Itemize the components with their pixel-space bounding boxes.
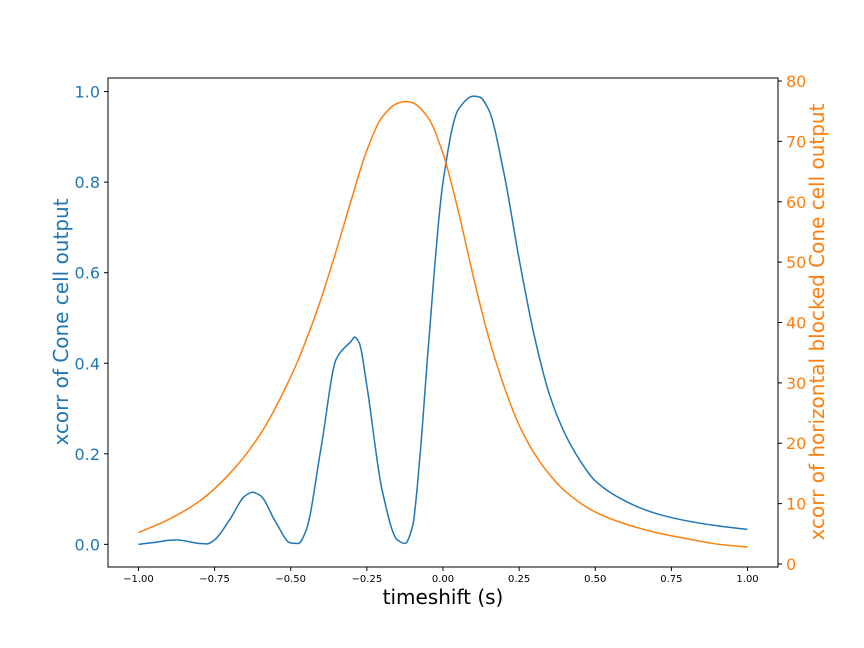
right-y-tick-label: 0	[786, 555, 796, 574]
x-tick-label: −0.75	[199, 574, 230, 585]
plot-lines	[138, 95, 748, 548]
right-y-tick-label: 40	[786, 314, 806, 333]
right-y-axis-title: xcorr of horizontal blocked Cone cell ou…	[805, 103, 829, 540]
left-y-tick-label: 0.6	[75, 264, 100, 283]
left-y-tick-label: 0.0	[75, 535, 100, 554]
series-line-horizontal-blocked	[138, 100, 748, 548]
x-axis-title: timeshift (s)	[383, 585, 504, 609]
left-y-tick-label: 1.0	[75, 83, 100, 102]
x-axis-ticks: −1.00 −0.75 −0.50 −0.25 0.00 0.25 0.50 0.75 1.00	[123, 567, 759, 585]
x-tick-label: 0.75	[660, 574, 682, 585]
right-y-tick-label: 30	[786, 374, 806, 393]
right-y-tick-label: 60	[786, 193, 806, 212]
right-y-axis-ticks: 0 10 20 30 40 50 60 70 80	[778, 72, 806, 574]
left-y-axis-ticks: 0.0 0.2 0.4 0.6 0.8 1.0	[75, 83, 108, 554]
x-tick-label: 0.50	[584, 574, 606, 585]
x-tick-label: 0.25	[508, 574, 530, 585]
x-tick-label: −1.00	[123, 574, 154, 585]
x-tick-label: −0.25	[352, 574, 383, 585]
left-y-tick-label: 0.8	[75, 173, 100, 192]
left-y-tick-label: 0.4	[75, 354, 100, 373]
right-y-tick-label: 70	[786, 132, 806, 151]
right-y-tick-label: 80	[786, 72, 806, 91]
right-y-tick-label: 50	[786, 253, 806, 272]
x-tick-label: 0.00	[432, 574, 454, 585]
x-tick-label: 1.00	[736, 574, 758, 585]
right-y-tick-label: 10	[786, 495, 806, 514]
left-y-axis-title: xcorr of Cone cell output	[49, 198, 73, 445]
series-line-cone-cell	[138, 95, 748, 546]
x-tick-label: −0.50	[275, 574, 306, 585]
right-y-tick-label: 20	[786, 434, 806, 453]
left-y-tick-label: 0.2	[75, 445, 100, 464]
